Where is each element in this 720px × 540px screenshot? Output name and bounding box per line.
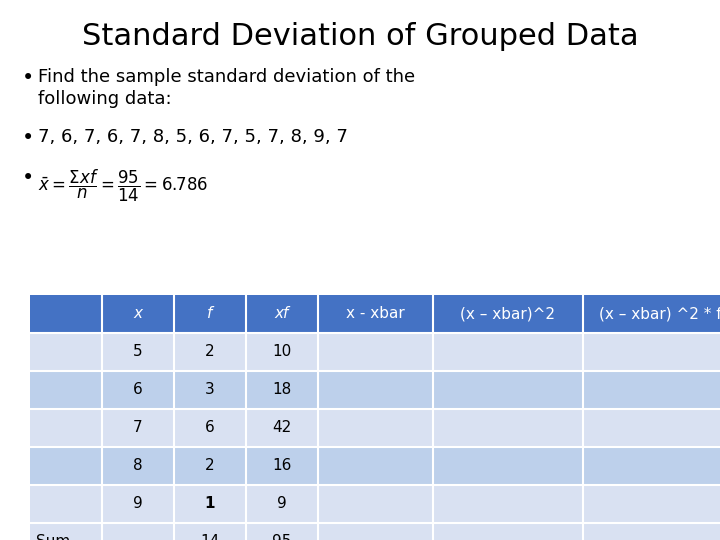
Text: 2: 2 xyxy=(205,345,215,360)
Bar xyxy=(30,447,101,485)
Bar xyxy=(318,371,432,409)
Text: •: • xyxy=(22,68,35,88)
Text: Standard Deviation of Grouped Data: Standard Deviation of Grouped Data xyxy=(81,22,639,51)
Bar xyxy=(583,295,720,333)
Text: xf: xf xyxy=(275,307,289,321)
Bar xyxy=(433,409,582,447)
Bar xyxy=(246,333,317,371)
Bar xyxy=(318,523,432,540)
Text: •: • xyxy=(22,128,35,148)
Bar xyxy=(246,447,317,485)
Bar xyxy=(318,485,432,523)
Text: (x – xbar)^2: (x – xbar)^2 xyxy=(461,307,556,321)
Bar xyxy=(174,409,245,447)
Text: f: f xyxy=(207,307,212,321)
Bar xyxy=(433,371,582,409)
Bar xyxy=(583,409,720,447)
Bar xyxy=(433,485,582,523)
Text: 18: 18 xyxy=(272,382,292,397)
Text: 6: 6 xyxy=(133,382,143,397)
Bar xyxy=(174,333,245,371)
Bar xyxy=(30,409,101,447)
Text: 42: 42 xyxy=(272,421,292,435)
Bar xyxy=(318,409,432,447)
Bar xyxy=(174,485,245,523)
Text: following data:: following data: xyxy=(38,90,171,108)
Bar xyxy=(30,333,101,371)
Bar xyxy=(318,295,432,333)
Text: 7, 6, 7, 6, 7, 8, 5, 6, 7, 5, 7, 8, 9, 7: 7, 6, 7, 6, 7, 8, 5, 6, 7, 5, 7, 8, 9, 7 xyxy=(38,128,348,146)
Bar xyxy=(246,523,317,540)
Bar xyxy=(102,295,173,333)
Text: 10: 10 xyxy=(272,345,292,360)
Text: Find the sample standard deviation of the: Find the sample standard deviation of th… xyxy=(38,68,415,86)
Text: 8: 8 xyxy=(133,458,143,474)
Bar xyxy=(30,295,101,333)
Text: 3: 3 xyxy=(205,382,215,397)
Bar xyxy=(174,523,245,540)
Text: x: x xyxy=(133,307,143,321)
Bar xyxy=(583,523,720,540)
Bar xyxy=(30,523,101,540)
Bar xyxy=(246,371,317,409)
Bar xyxy=(433,295,582,333)
Text: x - xbar: x - xbar xyxy=(346,307,405,321)
Bar xyxy=(102,409,173,447)
Bar xyxy=(583,485,720,523)
Text: 6: 6 xyxy=(205,421,215,435)
Bar xyxy=(246,485,317,523)
Text: Sum: Sum xyxy=(36,535,71,540)
Bar xyxy=(433,333,582,371)
Text: 9: 9 xyxy=(277,496,287,511)
Text: (x – xbar) ^2 * f: (x – xbar) ^2 * f xyxy=(599,307,720,321)
Bar xyxy=(102,371,173,409)
Bar xyxy=(102,485,173,523)
Bar xyxy=(30,485,101,523)
Bar xyxy=(246,409,317,447)
Text: 2: 2 xyxy=(205,458,215,474)
Bar xyxy=(102,333,173,371)
Text: $\bar{x} = \dfrac{\Sigma xf}{n} = \dfrac{95}{14} = 6.786$: $\bar{x} = \dfrac{\Sigma xf}{n} = \dfrac… xyxy=(38,168,208,204)
Bar xyxy=(246,295,317,333)
Bar xyxy=(583,371,720,409)
Text: 7: 7 xyxy=(133,421,143,435)
Bar xyxy=(433,523,582,540)
Bar xyxy=(433,447,582,485)
Bar xyxy=(318,447,432,485)
Bar xyxy=(30,371,101,409)
Bar xyxy=(583,447,720,485)
Text: 9: 9 xyxy=(133,496,143,511)
Bar xyxy=(174,295,245,333)
Text: 14: 14 xyxy=(200,535,220,540)
Bar xyxy=(318,333,432,371)
Text: 95: 95 xyxy=(272,535,292,540)
Bar xyxy=(583,333,720,371)
Text: •: • xyxy=(22,168,35,188)
Text: 16: 16 xyxy=(272,458,292,474)
Text: 5: 5 xyxy=(133,345,143,360)
Bar xyxy=(174,371,245,409)
Bar xyxy=(102,447,173,485)
Bar xyxy=(102,523,173,540)
Bar xyxy=(174,447,245,485)
Text: 1: 1 xyxy=(204,496,215,511)
